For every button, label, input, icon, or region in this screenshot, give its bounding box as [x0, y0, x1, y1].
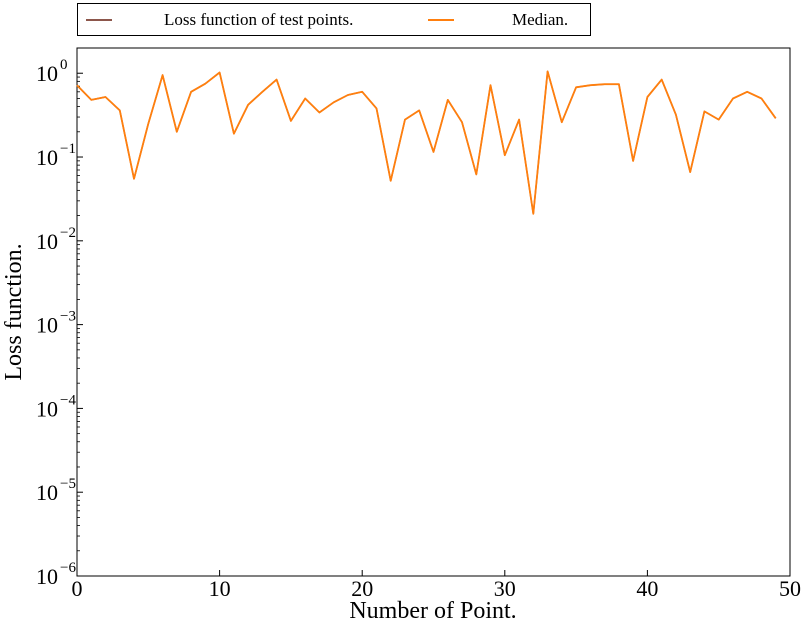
x-tick-label: 30 [494, 576, 516, 601]
x-axis-title: Number of Point. [349, 598, 516, 624]
legend-item-median: Median. [428, 4, 568, 35]
y-tick-exponent: −6 [60, 560, 76, 576]
legend: Loss function of test points. Median. [77, 3, 591, 36]
legend-item-loss: Loss function of test points. [86, 4, 353, 35]
y-tick-exponent: −5 [60, 476, 76, 492]
series-loss-line [76, 70, 777, 215]
y-tick-label: 10 [36, 61, 58, 86]
x-tick-label: 0 [72, 576, 83, 601]
plot-frame [76, 47, 791, 577]
y-tick-exponent: −4 [60, 392, 76, 408]
x-tick-label: 10 [209, 576, 231, 601]
legend-label-loss: Loss function of test points. [164, 9, 354, 29]
legend-swatch-loss [86, 18, 112, 21]
y-tick-label: 10 [36, 480, 58, 505]
plot-area [76, 47, 791, 577]
legend-label-median: Median. [512, 9, 569, 29]
y-tick-exponent: 0 [60, 57, 68, 73]
y-tick-exponent: −3 [60, 309, 76, 325]
series-layer [76, 70, 777, 215]
x-tick-label: 50 [779, 576, 801, 601]
y-tick-label: 10 [36, 313, 58, 338]
x-tick-label: 20 [351, 576, 373, 601]
series-median-line [76, 70, 777, 215]
y-tick-exponent: −2 [60, 225, 76, 241]
y-tick-label: 10 [36, 396, 58, 421]
y-axis-title: Loss function. [1, 243, 27, 380]
y-tick-label: 10 [36, 229, 58, 254]
y-tick-label: 10 [36, 564, 58, 589]
x-tick-label: 40 [636, 576, 658, 601]
legend-swatch-median [428, 18, 454, 21]
y-tick-exponent: −1 [60, 141, 76, 157]
y-tick-label: 10 [36, 145, 58, 170]
